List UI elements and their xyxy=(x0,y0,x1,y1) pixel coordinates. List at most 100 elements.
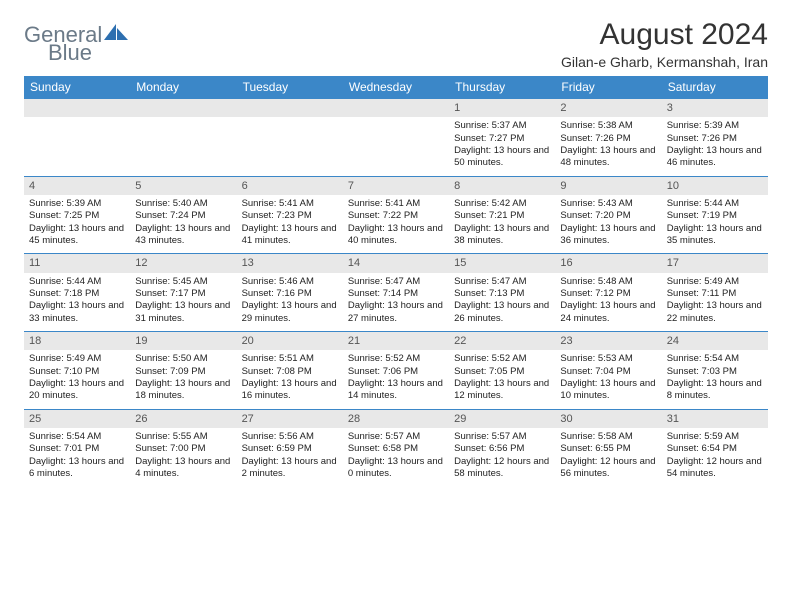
calendar-cell: 13Sunrise: 5:46 AMSunset: 7:16 PMDayligh… xyxy=(237,253,343,331)
cell-body: Sunrise: 5:47 AMSunset: 7:13 PMDaylight:… xyxy=(449,273,555,331)
sunrise-line: Sunrise: 5:57 AM xyxy=(454,431,550,443)
sunrise-line: Sunrise: 5:59 AM xyxy=(667,431,763,443)
cell-body: Sunrise: 5:40 AMSunset: 7:24 PMDaylight:… xyxy=(130,195,236,253)
calendar-cell: 25Sunrise: 5:54 AMSunset: 7:01 PMDayligh… xyxy=(24,409,130,487)
sunset-line: Sunset: 7:16 PM xyxy=(242,288,338,300)
day-number-empty xyxy=(343,99,449,117)
day-number: 22 xyxy=(449,332,555,350)
sunrise-line: Sunrise: 5:44 AM xyxy=(667,198,763,210)
day-number: 26 xyxy=(130,410,236,428)
calendar-cell: 21Sunrise: 5:52 AMSunset: 7:06 PMDayligh… xyxy=(343,331,449,409)
sunset-line: Sunset: 7:18 PM xyxy=(29,288,125,300)
calendar-week: 25Sunrise: 5:54 AMSunset: 7:01 PMDayligh… xyxy=(24,409,768,487)
sunset-line: Sunset: 7:08 PM xyxy=(242,366,338,378)
sail-icon xyxy=(102,22,130,42)
day-number: 15 xyxy=(449,254,555,272)
sunrise-line: Sunrise: 5:46 AM xyxy=(242,276,338,288)
cell-body: Sunrise: 5:43 AMSunset: 7:20 PMDaylight:… xyxy=(555,195,661,253)
calendar-cell: 23Sunrise: 5:53 AMSunset: 7:04 PMDayligh… xyxy=(555,331,661,409)
calendar-cell xyxy=(237,98,343,176)
day-number: 12 xyxy=(130,254,236,272)
sunrise-line: Sunrise: 5:41 AM xyxy=(348,198,444,210)
calendar-cell: 16Sunrise: 5:48 AMSunset: 7:12 PMDayligh… xyxy=(555,253,661,331)
calendar-cell: 6Sunrise: 5:41 AMSunset: 7:23 PMDaylight… xyxy=(237,176,343,254)
cell-body: Sunrise: 5:58 AMSunset: 6:55 PMDaylight:… xyxy=(555,428,661,486)
sunset-line: Sunset: 7:12 PM xyxy=(560,288,656,300)
cell-body: Sunrise: 5:44 AMSunset: 7:18 PMDaylight:… xyxy=(24,273,130,331)
sunrise-line: Sunrise: 5:41 AM xyxy=(242,198,338,210)
sunrise-line: Sunrise: 5:58 AM xyxy=(560,431,656,443)
daylight-line: Daylight: 13 hours and 12 minutes. xyxy=(454,378,550,403)
calendar-cell: 12Sunrise: 5:45 AMSunset: 7:17 PMDayligh… xyxy=(130,253,236,331)
sunset-line: Sunset: 7:26 PM xyxy=(667,133,763,145)
calendar-cell: 14Sunrise: 5:47 AMSunset: 7:14 PMDayligh… xyxy=(343,253,449,331)
cell-body: Sunrise: 5:57 AMSunset: 6:58 PMDaylight:… xyxy=(343,428,449,486)
daylight-line: Daylight: 13 hours and 31 minutes. xyxy=(135,300,231,325)
sunrise-line: Sunrise: 5:39 AM xyxy=(667,120,763,132)
cell-body: Sunrise: 5:37 AMSunset: 7:27 PMDaylight:… xyxy=(449,117,555,175)
cell-body: Sunrise: 5:53 AMSunset: 7:04 PMDaylight:… xyxy=(555,350,661,408)
day-number: 1 xyxy=(449,99,555,117)
calendar-cell: 20Sunrise: 5:51 AMSunset: 7:08 PMDayligh… xyxy=(237,331,343,409)
calendar-body: 1Sunrise: 5:37 AMSunset: 7:27 PMDaylight… xyxy=(24,98,768,486)
day-number: 13 xyxy=(237,254,343,272)
daylight-line: Daylight: 13 hours and 2 minutes. xyxy=(242,456,338,481)
sunset-line: Sunset: 7:00 PM xyxy=(135,443,231,455)
calendar-cell xyxy=(24,98,130,176)
daylight-line: Daylight: 13 hours and 8 minutes. xyxy=(667,378,763,403)
sunset-line: Sunset: 6:54 PM xyxy=(667,443,763,455)
calendar-cell xyxy=(343,98,449,176)
calendar-cell: 2Sunrise: 5:38 AMSunset: 7:26 PMDaylight… xyxy=(555,98,661,176)
daylight-line: Daylight: 13 hours and 33 minutes. xyxy=(29,300,125,325)
daylight-line: Daylight: 13 hours and 41 minutes. xyxy=(242,223,338,248)
sunrise-line: Sunrise: 5:45 AM xyxy=(135,276,231,288)
daylight-line: Daylight: 13 hours and 16 minutes. xyxy=(242,378,338,403)
calendar-cell: 1Sunrise: 5:37 AMSunset: 7:27 PMDaylight… xyxy=(449,98,555,176)
daylight-line: Daylight: 12 hours and 58 minutes. xyxy=(454,456,550,481)
sunrise-line: Sunrise: 5:39 AM xyxy=(29,198,125,210)
sunset-line: Sunset: 7:14 PM xyxy=(348,288,444,300)
calendar-cell: 19Sunrise: 5:50 AMSunset: 7:09 PMDayligh… xyxy=(130,331,236,409)
sunrise-line: Sunrise: 5:40 AM xyxy=(135,198,231,210)
calendar-cell: 18Sunrise: 5:49 AMSunset: 7:10 PMDayligh… xyxy=(24,331,130,409)
cell-body: Sunrise: 5:54 AMSunset: 7:01 PMDaylight:… xyxy=(24,428,130,486)
cell-body: Sunrise: 5:42 AMSunset: 7:21 PMDaylight:… xyxy=(449,195,555,253)
calendar-cell: 7Sunrise: 5:41 AMSunset: 7:22 PMDaylight… xyxy=(343,176,449,254)
sunset-line: Sunset: 7:13 PM xyxy=(454,288,550,300)
calendar-week: 18Sunrise: 5:49 AMSunset: 7:10 PMDayligh… xyxy=(24,331,768,409)
calendar-cell: 30Sunrise: 5:58 AMSunset: 6:55 PMDayligh… xyxy=(555,409,661,487)
cell-body: Sunrise: 5:49 AMSunset: 7:10 PMDaylight:… xyxy=(24,350,130,408)
day-number: 29 xyxy=(449,410,555,428)
cell-body: Sunrise: 5:52 AMSunset: 7:06 PMDaylight:… xyxy=(343,350,449,408)
day-number: 24 xyxy=(662,332,768,350)
sunset-line: Sunset: 7:05 PM xyxy=(454,366,550,378)
sunrise-line: Sunrise: 5:43 AM xyxy=(560,198,656,210)
day-number: 27 xyxy=(237,410,343,428)
day-number: 8 xyxy=(449,177,555,195)
calendar-cell: 3Sunrise: 5:39 AMSunset: 7:26 PMDaylight… xyxy=(662,98,768,176)
sunset-line: Sunset: 7:04 PM xyxy=(560,366,656,378)
daylight-line: Daylight: 12 hours and 54 minutes. xyxy=(667,456,763,481)
daylight-line: Daylight: 13 hours and 26 minutes. xyxy=(454,300,550,325)
sunrise-line: Sunrise: 5:37 AM xyxy=(454,120,550,132)
cell-body: Sunrise: 5:48 AMSunset: 7:12 PMDaylight:… xyxy=(555,273,661,331)
sunrise-line: Sunrise: 5:50 AM xyxy=(135,353,231,365)
sunset-line: Sunset: 6:58 PM xyxy=(348,443,444,455)
calendar: SundayMondayTuesdayWednesdayThursdayFrid… xyxy=(24,76,768,486)
sunset-line: Sunset: 7:22 PM xyxy=(348,210,444,222)
cell-body: Sunrise: 5:49 AMSunset: 7:11 PMDaylight:… xyxy=(662,273,768,331)
daylight-line: Daylight: 13 hours and 36 minutes. xyxy=(560,223,656,248)
calendar-week: 1Sunrise: 5:37 AMSunset: 7:27 PMDaylight… xyxy=(24,98,768,176)
day-number-empty xyxy=(237,99,343,117)
day-number: 18 xyxy=(24,332,130,350)
sunrise-line: Sunrise: 5:51 AM xyxy=(242,353,338,365)
cell-body: Sunrise: 5:54 AMSunset: 7:03 PMDaylight:… xyxy=(662,350,768,408)
day-number: 14 xyxy=(343,254,449,272)
daylight-line: Daylight: 13 hours and 6 minutes. xyxy=(29,456,125,481)
daylight-line: Daylight: 13 hours and 14 minutes. xyxy=(348,378,444,403)
cell-body: Sunrise: 5:41 AMSunset: 7:22 PMDaylight:… xyxy=(343,195,449,253)
calendar-cell: 15Sunrise: 5:47 AMSunset: 7:13 PMDayligh… xyxy=(449,253,555,331)
daylight-line: Daylight: 13 hours and 27 minutes. xyxy=(348,300,444,325)
calendar-cell: 4Sunrise: 5:39 AMSunset: 7:25 PMDaylight… xyxy=(24,176,130,254)
day-number: 2 xyxy=(555,99,661,117)
